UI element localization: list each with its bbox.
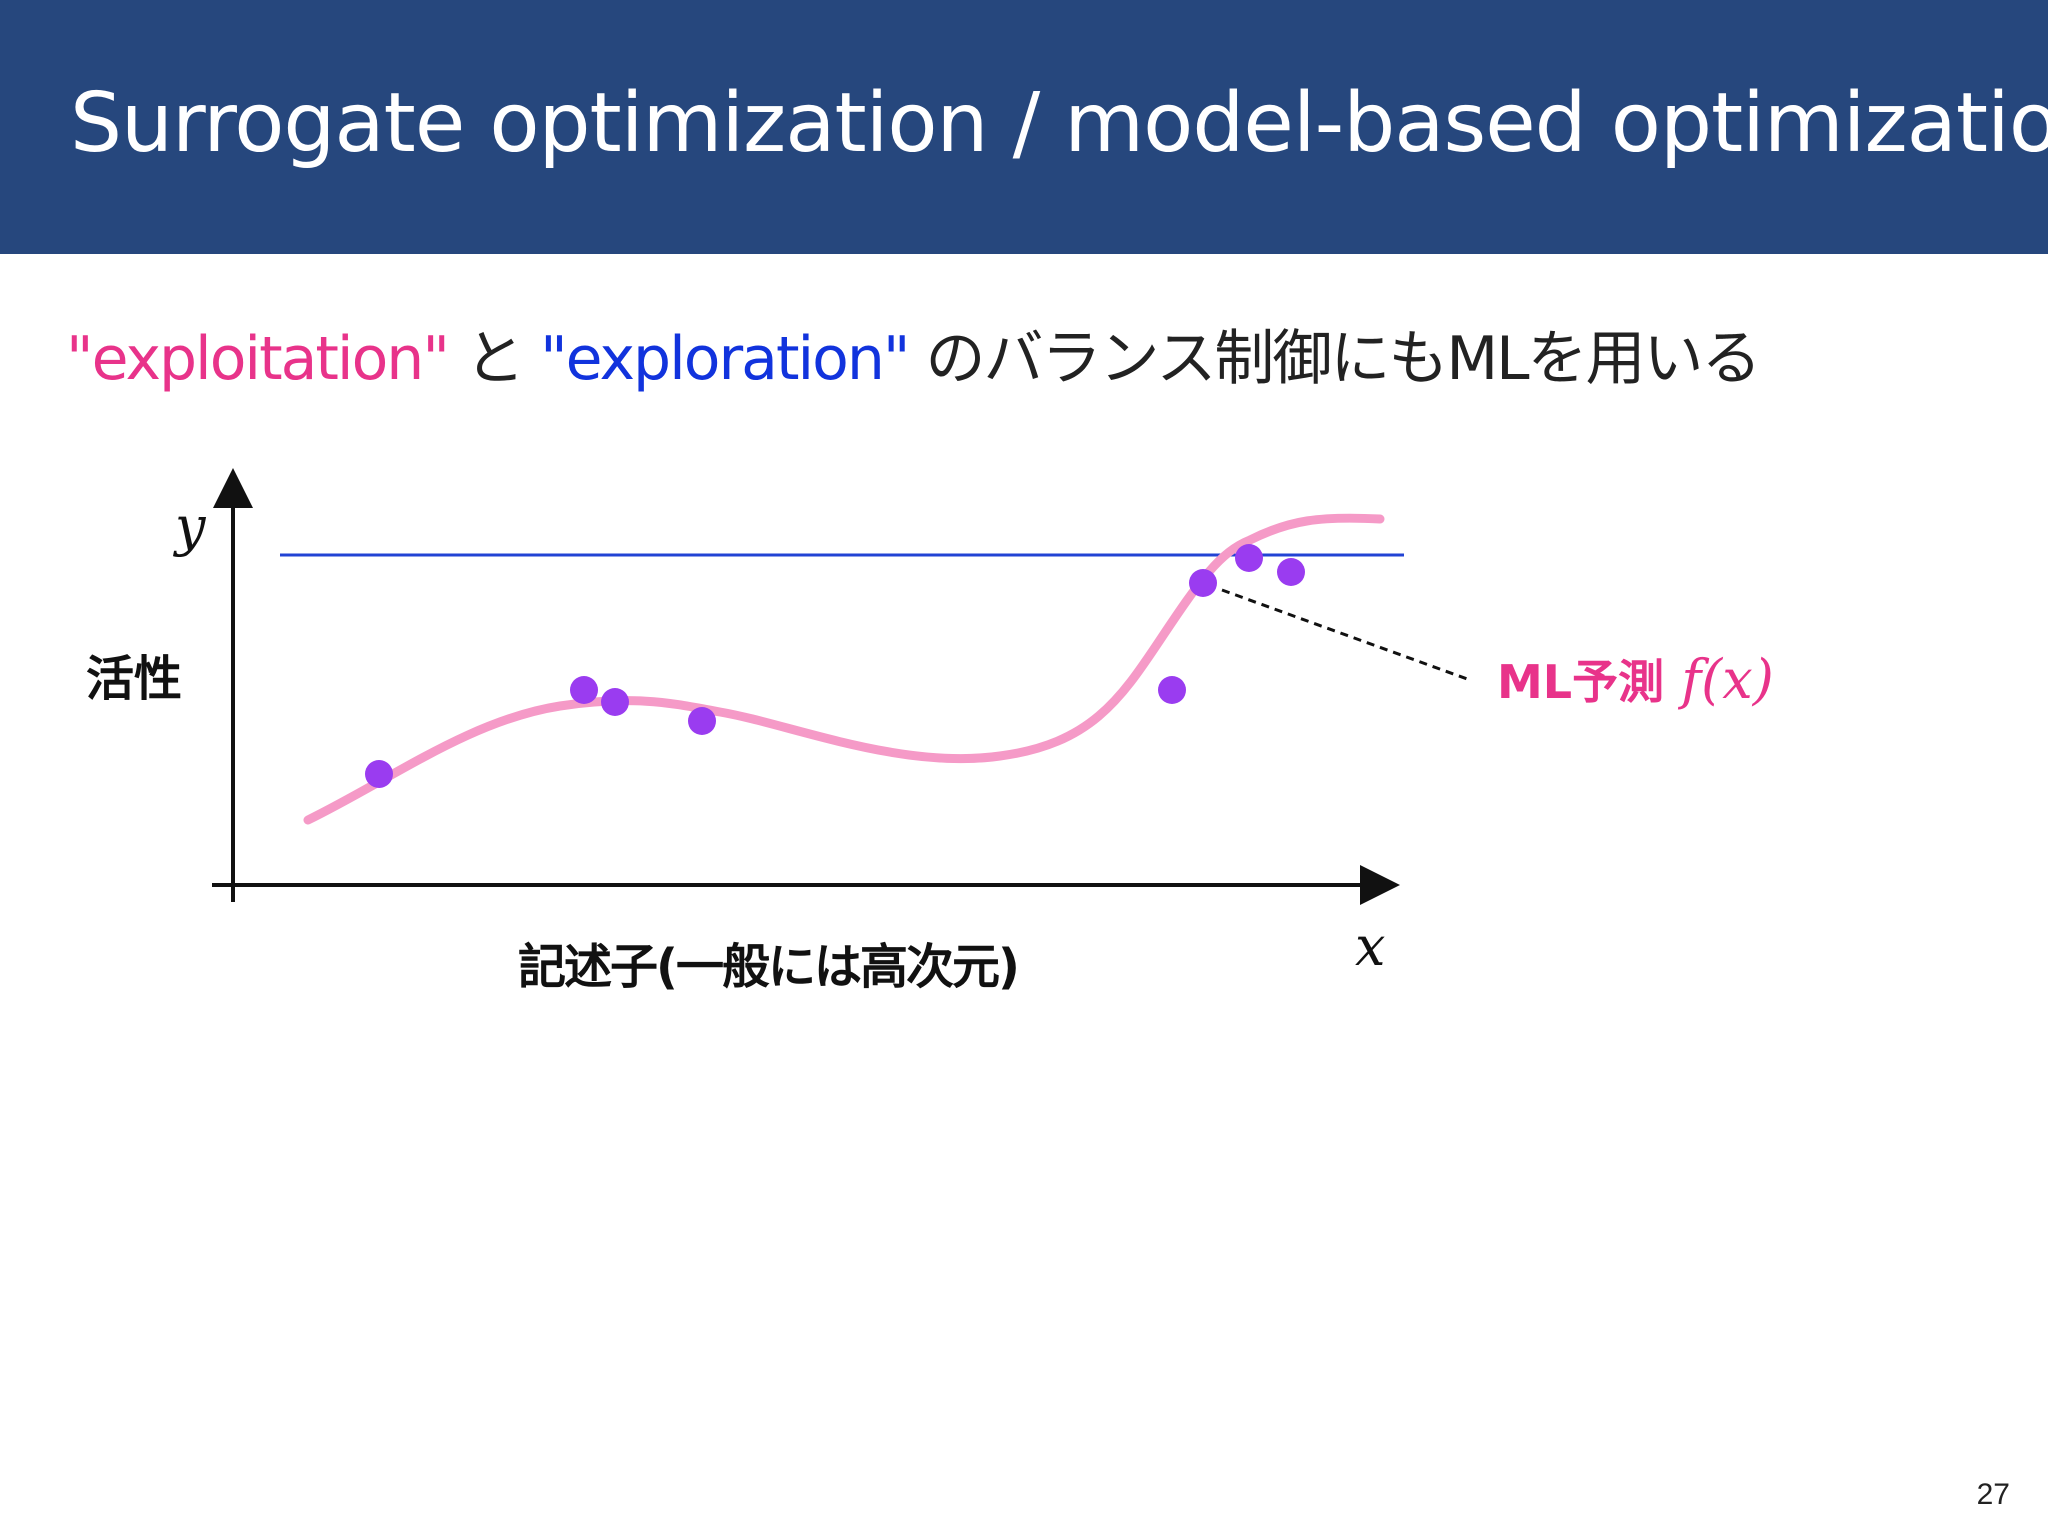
data-point	[601, 688, 629, 716]
slide-title: Surrogate optimization / model-based opt…	[70, 76, 2048, 171]
data-points	[365, 544, 1305, 788]
data-point	[1158, 676, 1186, 704]
prediction-curve	[303, 513, 1385, 825]
y-axis-symbol: y	[173, 495, 207, 558]
prediction-leader-line	[1221, 588, 1471, 682]
exploration-text: "exploration"	[540, 324, 910, 394]
data-point	[1189, 569, 1217, 597]
data-point	[688, 707, 716, 735]
data-point	[1277, 558, 1305, 586]
prediction-label-text: ML予測	[1497, 655, 1664, 709]
data-point	[365, 760, 393, 788]
exploitation-text: "exploitation"	[66, 324, 450, 394]
slide-subtitle: "exploitation" と "exploration" のバランス制御にも…	[66, 310, 1762, 397]
data-point	[1235, 544, 1263, 572]
x-axis-symbol: x	[1355, 915, 1385, 978]
page-number: 27	[1976, 1478, 2010, 1511]
subtitle-connector: と	[447, 324, 541, 394]
prediction-label: ML予測 f(x)	[1497, 648, 1774, 711]
title-bar: Surrogate optimization / model-based opt…	[0, 0, 2048, 254]
y-axis-label: 活性	[86, 651, 182, 707]
data-point	[570, 676, 598, 704]
prediction-formula: f(x)	[1677, 648, 1774, 711]
x-axis-label: 記述子(一般には高次元)	[518, 939, 1018, 995]
subtitle-rest: のバランス制御にもMLを用いる	[908, 324, 1762, 394]
